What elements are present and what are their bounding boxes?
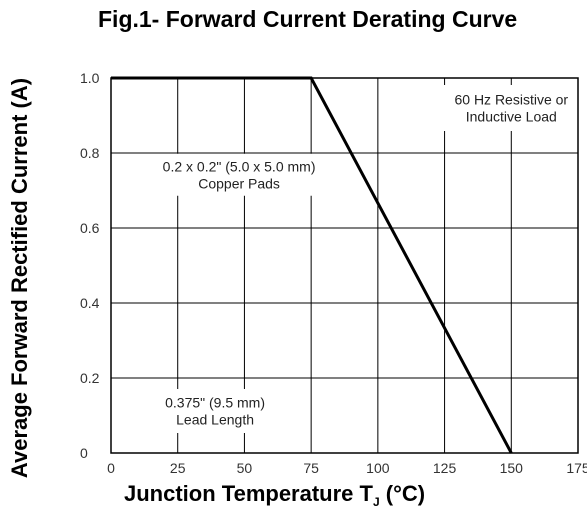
derating-curve-line-0: [111, 76, 513, 454]
annotation-1-line-0: 0.2 x 0.2" (5.0 x 5.0 mm): [163, 158, 316, 174]
y-tick-label-5: 1.0: [80, 70, 100, 86]
annotation-1-line-1: Copper Pads: [198, 175, 280, 191]
annotation-2-line-0: 0.375" (9.5 mm): [165, 395, 265, 411]
annotation-2-line-1: Lead Length: [176, 412, 254, 428]
annotation-0-line-1: Inductive Load: [466, 109, 557, 125]
x-tick-label-5: 125: [433, 460, 457, 476]
y-tick-label-2: 0.4: [80, 295, 100, 311]
x-tick-label-0: 0: [107, 460, 115, 476]
x-axis-label-main: Junction Temperature T: [124, 481, 373, 506]
annotation-background-0: [436, 85, 587, 131]
x-tick-label-4: 100: [366, 460, 390, 476]
y-tick-label-0: 0: [80, 445, 88, 461]
annotation-background-1: [151, 153, 328, 196]
x-tick-label-7: 175: [566, 460, 587, 476]
annotation-background-2: [152, 389, 279, 433]
plot-border: [110, 77, 579, 454]
y-tick-label-3: 0.6: [80, 220, 100, 236]
y-tick-label-1: 0.2: [80, 370, 100, 386]
x-tick-label-6: 150: [500, 460, 524, 476]
annotation-0-line-0: 60 Hz Resistive or: [454, 92, 568, 108]
x-axis-label-subscript: J: [372, 495, 380, 509]
y-tick-label-4: 0.8: [80, 145, 100, 161]
x-axis-label: Junction Temperature TJ (°C): [124, 481, 426, 509]
chart-title: Fig.1- Forward Current Derating Curve: [98, 6, 518, 32]
x-tick-label-2: 50: [237, 460, 253, 476]
x-tick-label-1: 25: [170, 460, 186, 476]
x-tick-label-3: 75: [303, 460, 319, 476]
x-axis-label-unit: (°C): [379, 481, 426, 506]
